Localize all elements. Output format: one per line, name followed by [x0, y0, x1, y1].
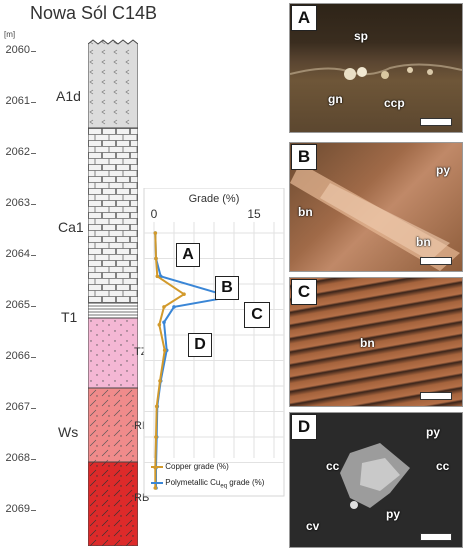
depth-tick	[31, 153, 36, 154]
callout-d: D	[188, 333, 212, 357]
depth-label: 2064	[5, 248, 30, 260]
depth-label: 2065	[5, 299, 30, 311]
depth-tick	[31, 255, 36, 256]
photo-b-texture	[290, 163, 460, 271]
depth-tick	[31, 510, 36, 511]
depth-unit: [m]	[4, 30, 16, 39]
legend-text-poly: Polymetallic Cu	[165, 478, 221, 487]
mineral-label: py	[426, 425, 441, 439]
mineral-label: gn	[328, 92, 343, 106]
mineral-label: bn	[298, 205, 313, 219]
unit-label-a1d: A1d	[56, 88, 81, 104]
mineral-label: sp	[354, 29, 369, 43]
photo-d-texture	[340, 443, 410, 509]
photo-d: D py cc cc py cv	[289, 412, 463, 548]
unit-label-t1: T1	[61, 309, 78, 325]
unit-label-ws: Ws	[58, 424, 79, 440]
depth-tick	[31, 357, 36, 358]
mineral-label: py	[386, 507, 401, 521]
data-point-copper	[155, 274, 160, 279]
figure-title: Nowa Sól C14B	[30, 3, 158, 23]
data-point-copper	[158, 379, 162, 383]
legend-swatch-polymetallic	[151, 481, 163, 484]
data-point-copper	[162, 305, 166, 309]
data-point-copper	[162, 348, 167, 353]
scale-bar	[420, 257, 452, 265]
depth-label: 2063	[5, 197, 30, 209]
scale-bar	[420, 392, 452, 400]
depth-label: 2062	[5, 146, 30, 158]
depth-tick	[31, 459, 36, 460]
photo-a: A sp gn ccp	[289, 3, 463, 133]
mineral-label: ccp	[384, 96, 405, 110]
data-point-copper	[153, 231, 158, 235]
depth-tick	[31, 306, 36, 307]
unit-label-ca1: Ca1	[58, 219, 84, 235]
depth-label: 2067	[5, 401, 30, 413]
data-point-polymetallic	[162, 320, 166, 325]
depth-label: 2061	[5, 95, 30, 107]
mineral-label: cc	[326, 459, 340, 473]
data-point-copper	[182, 292, 186, 296]
depth-label: 2066	[5, 350, 30, 362]
photo-label-a: A	[291, 5, 317, 31]
legend-text-copper: Copper grade (%)	[165, 462, 229, 471]
mineral-label: bn	[416, 235, 431, 249]
mineral-label: py	[436, 163, 451, 177]
photo-label-b: B	[291, 144, 317, 170]
mineral-label: cc	[436, 459, 450, 473]
depth-tick	[31, 102, 36, 103]
scale-bar	[420, 533, 452, 541]
lithology-column	[88, 39, 138, 546]
legend-copper: Copper grade (%)	[151, 462, 229, 471]
callout-c: C	[244, 302, 270, 328]
photo-b: B py bn bn	[289, 142, 463, 272]
depth-label: 2060	[5, 44, 30, 56]
data-point-copper	[157, 323, 162, 327]
callout-a: A	[176, 243, 200, 267]
data-point-polymetallic	[172, 305, 176, 309]
legend-text-poly-sub: eq	[220, 483, 228, 490]
x-tick-label: 0	[151, 207, 158, 221]
mineral-label: cv	[306, 519, 320, 533]
chart-title: Grade (%)	[189, 193, 240, 205]
data-point-copper	[154, 435, 158, 439]
data-point-copper	[154, 404, 159, 409]
scale-bar	[420, 118, 452, 126]
depth-tick	[31, 408, 36, 409]
data-point-copper	[154, 256, 158, 261]
depth-tick	[31, 204, 36, 205]
legend-polymetallic: Polymetallic Cueq grade (%)	[151, 478, 264, 490]
photo-label-c: C	[291, 279, 317, 305]
photo-label-d: D	[291, 414, 317, 440]
photo-a-texture	[290, 63, 462, 80]
grade-chart: Grade (%) 0 15	[143, 188, 285, 497]
depth-label: 2069	[5, 503, 30, 515]
callout-b: B	[215, 276, 239, 300]
depth-label: 2068	[5, 452, 30, 464]
depth-tick	[31, 51, 36, 52]
x-tick-label: 15	[247, 207, 261, 221]
legend-text-poly-suffix: grade (%)	[227, 478, 265, 487]
photo-c: C bn	[289, 277, 463, 407]
data-point-copper	[153, 486, 158, 490]
legend-swatch-copper	[151, 465, 163, 468]
series-line-copper	[154, 232, 186, 488]
mineral-label: bn	[360, 336, 375, 350]
